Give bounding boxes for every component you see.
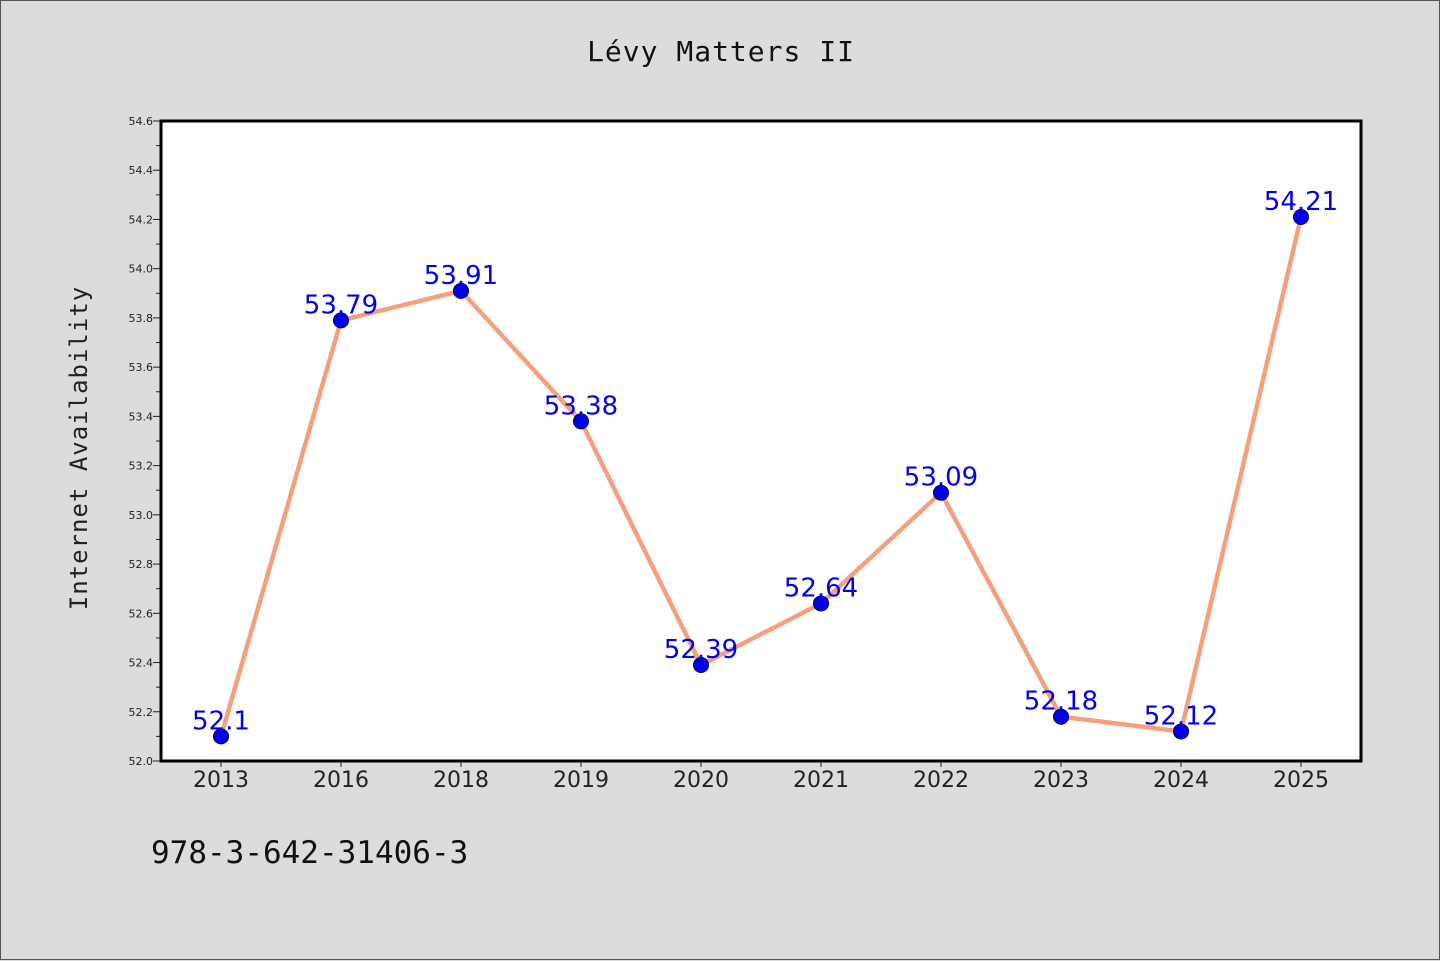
data-point	[1293, 209, 1309, 225]
data-label: 52.1	[192, 706, 250, 736]
plot-area	[161, 121, 1361, 761]
y-tick-label: 54.2	[129, 213, 154, 226]
data-label: 52.12	[1144, 701, 1218, 731]
y-tick-label: 52.6	[129, 607, 154, 620]
x-axis: 2013 2016 2018 2019 2020 2021 2022 2023 2024 2025	[193, 761, 1329, 793]
y-axis-label: Internet Availability	[65, 286, 93, 610]
y-tick-label: 54.6	[129, 115, 154, 128]
y-tick-label: 52.8	[129, 558, 154, 571]
chart-title: Lévy Matters II	[587, 35, 855, 68]
data-point	[1053, 708, 1069, 725]
data-label: 52.64	[784, 573, 858, 603]
data-point	[693, 657, 709, 673]
y-axis: 52.0 52.2 52.4 52.6 52.8 53.0 53.2 53.4 53.6 53.8…	[129, 115, 161, 768]
footer-code: 978-3-642-31406-3	[151, 835, 469, 871]
y-tick-label: 54.4	[129, 164, 154, 177]
y-tick-label: 53.0	[129, 509, 154, 522]
x-tick-label: 2023	[1033, 768, 1089, 793]
y-tick-label: 53.2	[129, 460, 154, 473]
x-tick-label: 2020	[673, 768, 729, 793]
x-tick-label: 2016	[313, 768, 369, 793]
data-label: 53.38	[544, 391, 618, 421]
y-tick-label: 53.8	[129, 312, 154, 325]
data-point	[1173, 723, 1189, 740]
x-tick-label: 2024	[1153, 768, 1209, 793]
y-tick-label: 52.4	[129, 657, 154, 670]
data-point	[453, 282, 469, 299]
y-tick-label: 52.0	[129, 755, 154, 768]
y-tick-label: 53.4	[129, 410, 154, 423]
x-tick-label: 2019	[553, 768, 609, 793]
y-tick-label: 53.6	[129, 361, 154, 374]
series-line	[218, 214, 1304, 739]
data-label: 53.09	[904, 463, 978, 493]
x-tick-label: 2013	[193, 768, 249, 793]
data-label: 52.39	[664, 635, 738, 665]
series-group: 52.1 53.79 53.91 53.38 52.39 52.64 53.09 52.18 5…	[192, 187, 1338, 745]
plot-frame	[159, 119, 1363, 763]
data-point	[333, 312, 349, 329]
x-tick-label: 2022	[913, 768, 969, 793]
data-label: 53.91	[424, 261, 498, 291]
x-tick-label: 2025	[1273, 768, 1329, 793]
data-label: 53.79	[304, 290, 378, 320]
data-point	[573, 413, 589, 430]
data-point	[213, 728, 229, 745]
data-point	[933, 484, 949, 501]
y-tick-label: 54.0	[129, 263, 154, 276]
data-point	[813, 595, 829, 612]
data-label: 52.18	[1024, 687, 1098, 717]
x-tick-label: 2021	[793, 768, 849, 793]
y-tick-label: 52.2	[129, 706, 154, 719]
x-tick-label: 2018	[433, 768, 489, 793]
data-label: 54.21	[1264, 187, 1338, 217]
